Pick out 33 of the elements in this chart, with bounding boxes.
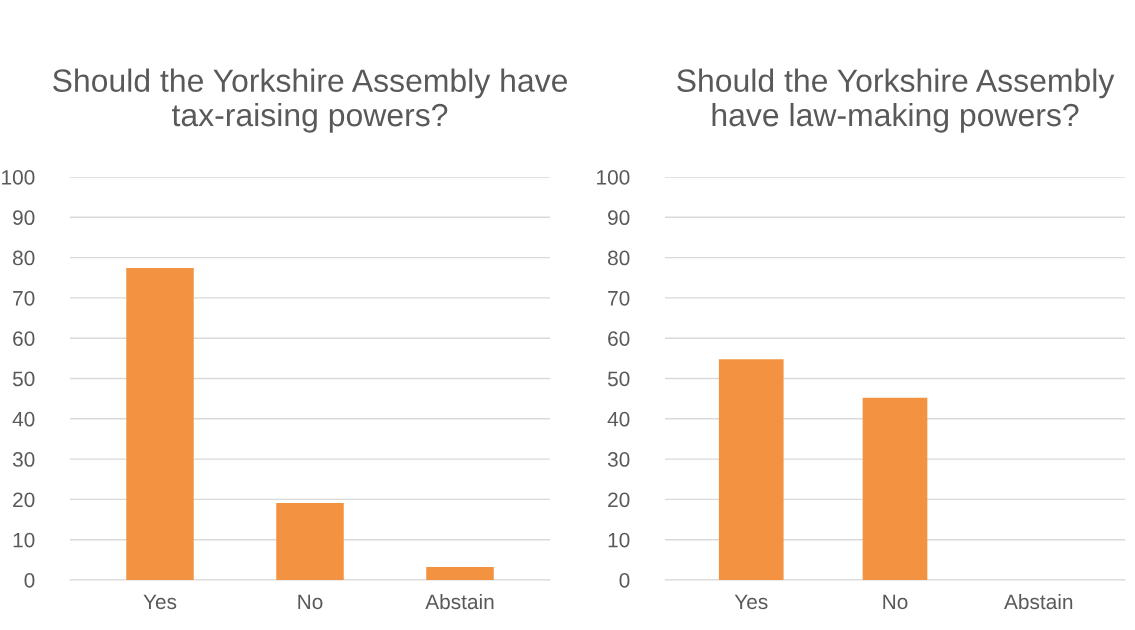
x-tick-label: Abstain bbox=[1004, 593, 1073, 610]
y-tick-label: 90 bbox=[13, 210, 35, 226]
y-tick-label: 80 bbox=[13, 250, 35, 266]
y-tick-label: 40 bbox=[607, 411, 630, 427]
chart-title: Should the Yorkshire Assembly have tax-raising powers? bbox=[53, 68, 567, 133]
x-tick-label: No bbox=[298, 594, 323, 610]
y-tick-label: 10 bbox=[608, 532, 630, 548]
chart-title: Should the Yorkshire Assembly have law-making powers? bbox=[677, 68, 1115, 133]
y-tick-label: 70 bbox=[608, 290, 630, 306]
y-tick-label: 10 bbox=[13, 532, 35, 548]
y-tick-label: 100 bbox=[597, 170, 630, 185]
x-tick-label: Abstain bbox=[425, 593, 494, 610]
y-tick-label: 30 bbox=[607, 452, 630, 467]
x-tick-label: Yes bbox=[734, 594, 768, 610]
y-tick-label: 100 bbox=[2, 170, 35, 185]
y-tick-label: 60 bbox=[13, 331, 35, 346]
x-tick-label: Yes bbox=[143, 594, 177, 610]
y-tick-label: 20 bbox=[608, 492, 630, 508]
y-tick-label: 50 bbox=[12, 371, 35, 387]
y-tick-label: 50 bbox=[607, 371, 630, 387]
x-tick-label: No bbox=[883, 594, 908, 610]
y-tick-label: 90 bbox=[608, 210, 630, 226]
bar bbox=[276, 503, 344, 580]
y-tick-label: 20 bbox=[13, 492, 35, 508]
y-tick-label: 0 bbox=[24, 573, 35, 588]
y-tick-label: 0 bbox=[619, 573, 630, 588]
bar bbox=[426, 567, 494, 580]
y-tick-label: 60 bbox=[608, 331, 630, 346]
y-tick-label: 70 bbox=[13, 290, 35, 306]
y-tick-label: 80 bbox=[608, 250, 630, 266]
bar bbox=[126, 268, 194, 580]
y-tick-label: 40 bbox=[12, 411, 35, 427]
y-tick-label: 30 bbox=[12, 452, 35, 467]
